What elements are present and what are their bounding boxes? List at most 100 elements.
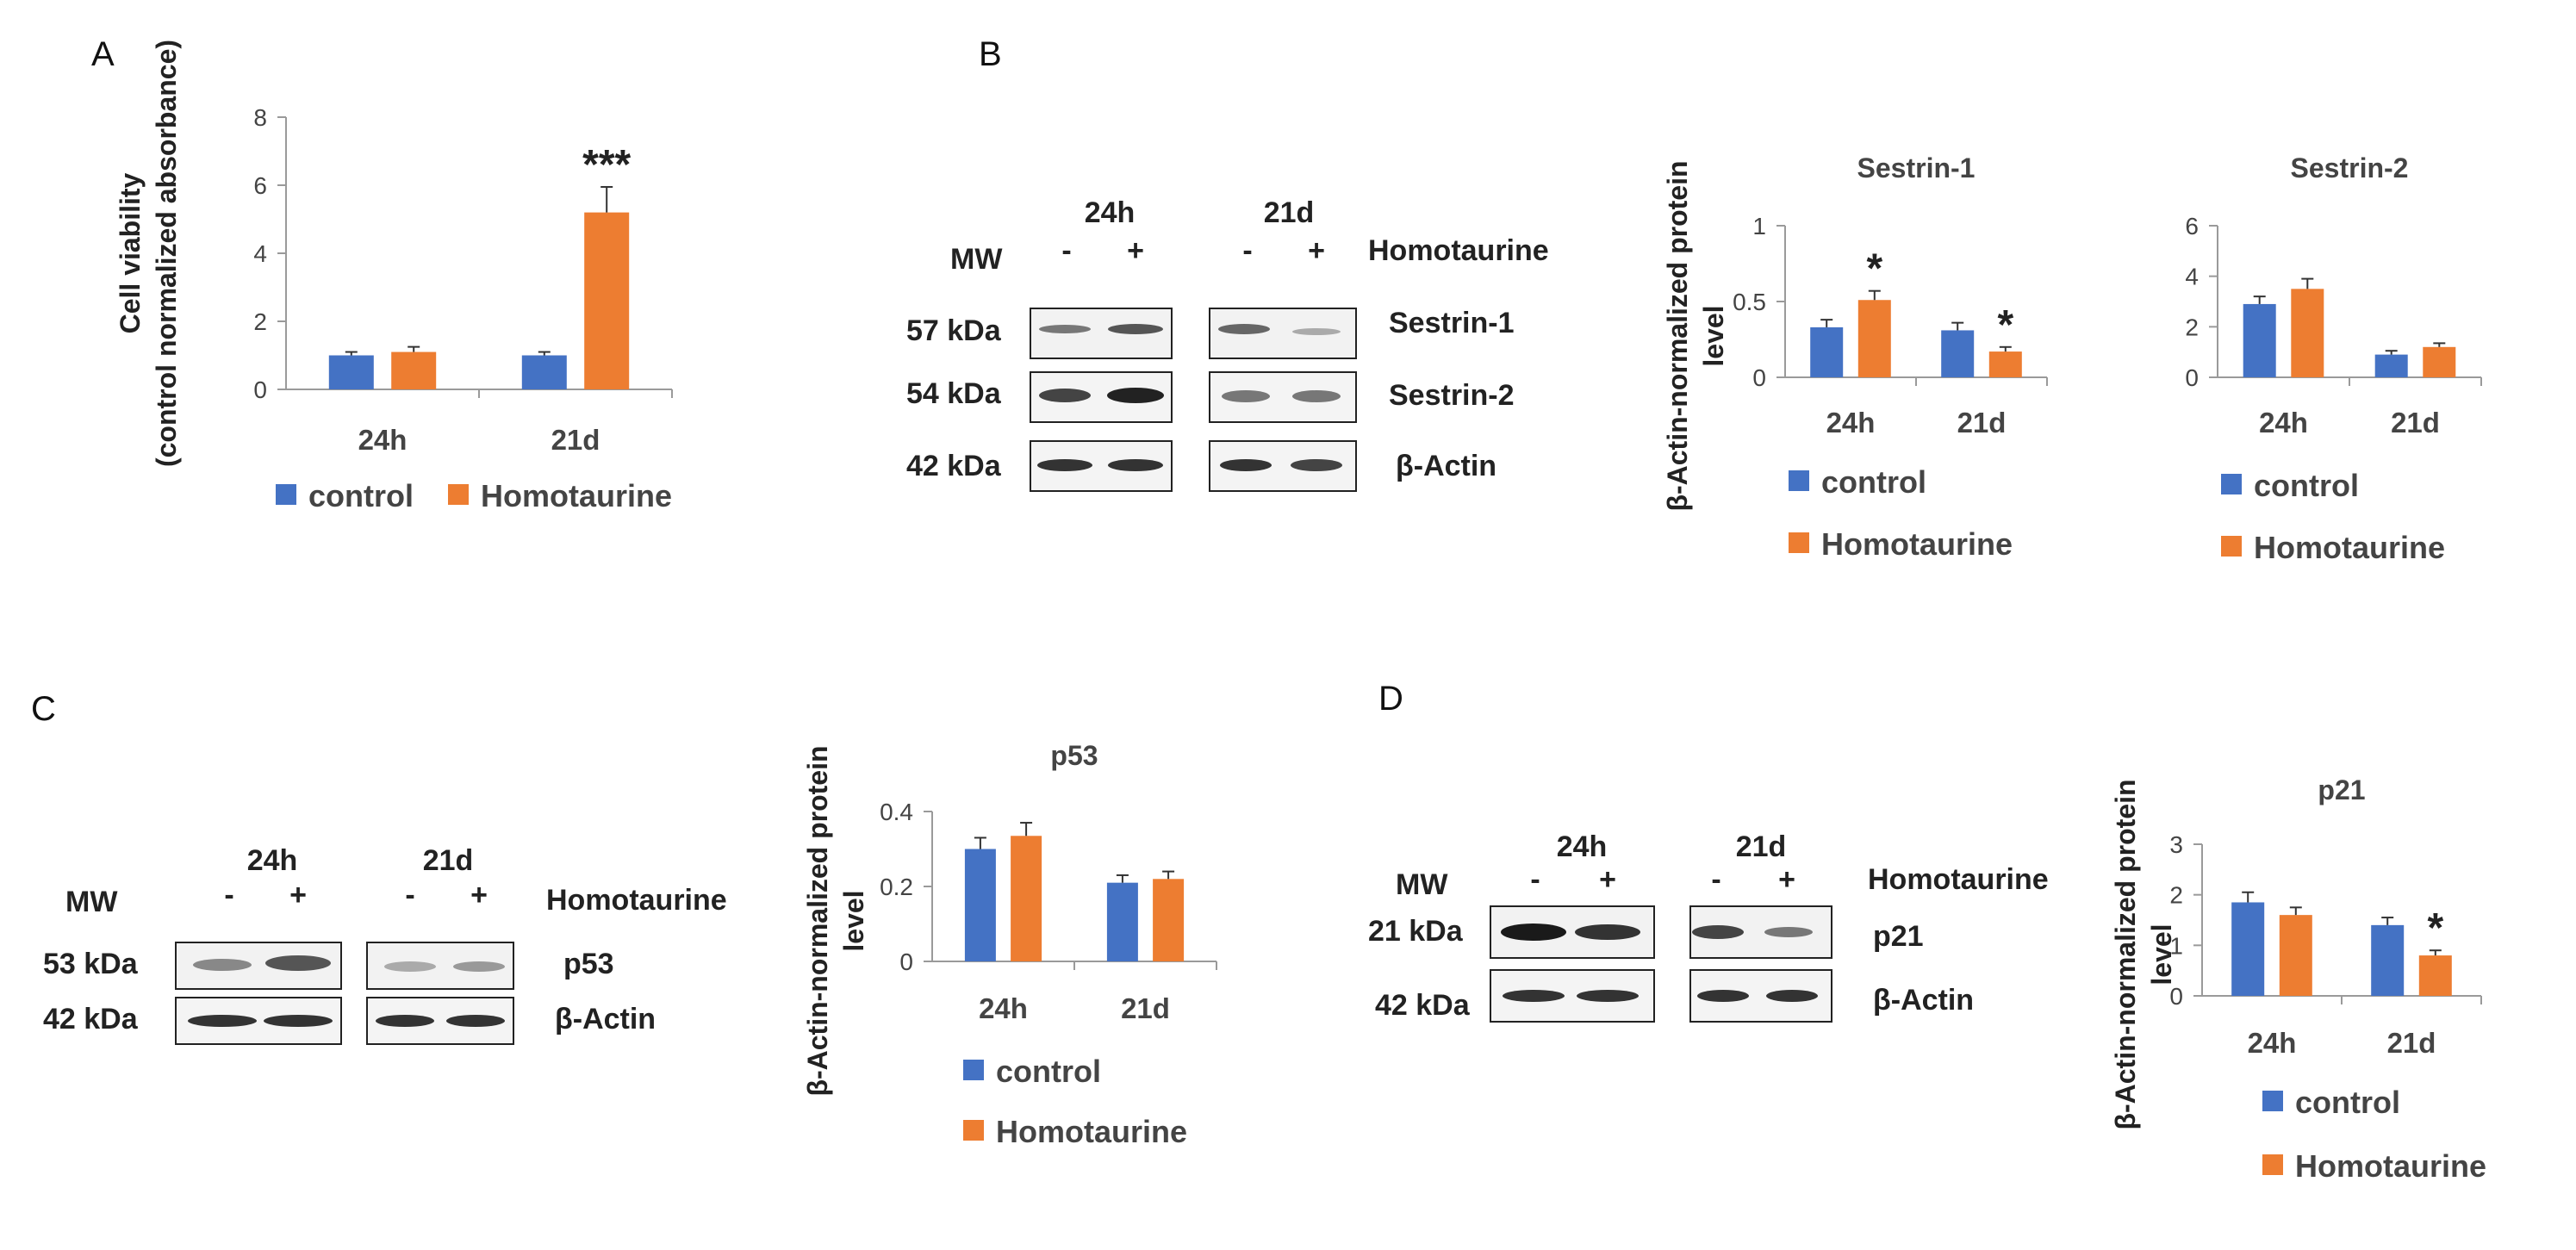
- bar-control-24h: [2243, 303, 2276, 377]
- blot-band: [1766, 990, 1818, 1002]
- blot-band: [265, 955, 331, 971]
- blot-band: [1218, 324, 1270, 334]
- chart-title: p53: [1050, 740, 1098, 771]
- blot-c-row2-mw: 42 kDa: [43, 1003, 139, 1035]
- blot-band: [1222, 390, 1270, 402]
- blot-c-row1-mw: 53 kDa: [43, 948, 139, 980]
- y-axis-label: β-Actin-normalized protein: [802, 745, 833, 1096]
- bar-homotaurine-24h: [1011, 836, 1042, 961]
- blot-d-row1-mw: 21 kDa: [1368, 915, 1464, 948]
- significance-marker: ***: [582, 142, 631, 188]
- blot-band: [1108, 324, 1163, 334]
- legend-label-homotaurine: Homotaurine: [996, 1114, 1187, 1149]
- blot-band: [1503, 990, 1565, 1002]
- panel-label-b: B: [979, 35, 1002, 73]
- blot-c-sign-3: -: [405, 879, 414, 911]
- blot-band: [1037, 459, 1092, 471]
- blot-d-sign-2: +: [1599, 863, 1616, 896]
- y-tick-label: 0: [253, 376, 267, 403]
- blot-panel-c: 24h 21d MW - + - + Homotaurine 53 kDa p5…: [43, 844, 727, 1045]
- y-tick-label: 2: [2169, 882, 2183, 909]
- legend: control Homotaurine: [2262, 1085, 2486, 1184]
- blot-b-sign-4: +: [1308, 234, 1325, 267]
- x-tick-label: 21d: [1957, 407, 2007, 438]
- y-tick-label: 0: [2185, 364, 2199, 391]
- blot-d-sign-4: +: [1778, 863, 1795, 896]
- blot-c-sign-4: +: [470, 879, 488, 911]
- blot-c-row2-protein: β-Actin: [555, 1003, 656, 1035]
- blot-c-treatment: Homotaurine: [546, 884, 727, 917]
- significance-marker: *: [1997, 302, 2013, 348]
- blot-b-row2-mw: 54 kDa: [906, 377, 1002, 410]
- chart-title: p21: [2318, 774, 2365, 805]
- blot-band: [453, 961, 505, 972]
- bar-control-24h: [2231, 902, 2265, 996]
- blot-d-time-24h: 24h: [1557, 830, 1608, 863]
- blot-b-time-24h: 24h: [1085, 196, 1136, 229]
- y-tick-label: 3: [2169, 831, 2183, 858]
- blot-band: [1501, 924, 1566, 941]
- blot-band: [1575, 924, 1640, 940]
- legend-swatch-homotaurine: [448, 484, 469, 505]
- significance-marker: *: [1866, 246, 1882, 292]
- blot-band: [1577, 990, 1639, 1002]
- blot-band: [1697, 990, 1749, 1002]
- blot-d-sign-3: -: [1711, 863, 1720, 896]
- bar-control-24h: [1810, 326, 1844, 377]
- bar-control-21d: [521, 355, 567, 389]
- y-tick-label: 1: [2169, 932, 2183, 959]
- blot-d-row1-protein: p21: [1873, 920, 1924, 953]
- blot-band: [188, 1015, 257, 1027]
- bar-homotaurine-21d: [1988, 351, 2022, 377]
- y-tick-label: 0: [899, 948, 913, 975]
- blot-band: [446, 1015, 505, 1027]
- blot-band: [1764, 927, 1813, 937]
- blot-band: [1108, 459, 1163, 471]
- y-tick-label: 6: [253, 172, 267, 199]
- blot-d-row2-protein: β-Actin: [1873, 984, 1974, 1017]
- legend-swatch-control: [963, 1060, 984, 1080]
- y-tick-label: 1: [1752, 213, 1766, 239]
- blot-band: [376, 1015, 434, 1027]
- x-tick-label: 24h: [1826, 407, 1876, 438]
- panel-label-d: D: [1378, 680, 1403, 718]
- legend-swatch-homotaurine: [1789, 532, 1809, 553]
- blot-band: [1107, 388, 1164, 403]
- blot-b-row3-mw: 42 kDa: [906, 450, 1002, 482]
- x-tick-label: 24h: [2259, 407, 2308, 438]
- blot-b-row2-protein: Sestrin-2: [1389, 379, 1515, 412]
- x-tick-label: 21d: [551, 424, 600, 456]
- legend: control Homotaurine: [276, 478, 672, 513]
- x-tick-label: 21d: [2387, 1027, 2436, 1059]
- blot-c-sign-1: -: [224, 879, 233, 911]
- y-axis-label: Cell viability: [115, 172, 146, 333]
- blot-band: [1039, 325, 1091, 333]
- bar-control-21d: [2371, 924, 2405, 996]
- blot-b-treatment: Homotaurine: [1368, 234, 1549, 267]
- blot-d-treatment: Homotaurine: [1868, 863, 2049, 896]
- bar-control-24h: [328, 355, 374, 389]
- blot-panel-d: 24h 21d MW - + - + Homotaurine 21 kDa p2…: [1368, 830, 2049, 1023]
- blot-band: [384, 961, 436, 972]
- bar-homotaurine-24h: [2279, 915, 2312, 996]
- blot-c-mw-header: MW: [65, 886, 118, 918]
- y-axis-label: β-Actin-normalized protein: [1662, 160, 1693, 511]
- bar-homotaurine-24h: [2291, 289, 2324, 377]
- legend-swatch-homotaurine: [2262, 1154, 2283, 1175]
- panel-label-c: C: [31, 690, 56, 728]
- bar-homotaurine-21d: [2423, 346, 2456, 377]
- blot-band: [1292, 328, 1341, 335]
- blot-b-row1-mw: 57 kDa: [906, 314, 1002, 347]
- blot-band: [193, 959, 252, 971]
- legend-label-control: control: [1821, 464, 1926, 500]
- legend-swatch-control: [276, 484, 296, 505]
- y-tick-label: 2: [2185, 314, 2199, 340]
- legend-swatch-control: [2262, 1091, 2283, 1111]
- blot-b-row1-protein: Sestrin-1: [1389, 307, 1515, 339]
- legend-swatch-homotaurine: [963, 1120, 984, 1141]
- y-tick-label: 0.2: [880, 874, 913, 900]
- blot-c-time-24h: 24h: [247, 844, 298, 877]
- chart-a: 0 2 4 6 8 24h 21d *** Cell viability (control nor…: [115, 40, 673, 513]
- legend: control Homotaurine: [2221, 468, 2445, 565]
